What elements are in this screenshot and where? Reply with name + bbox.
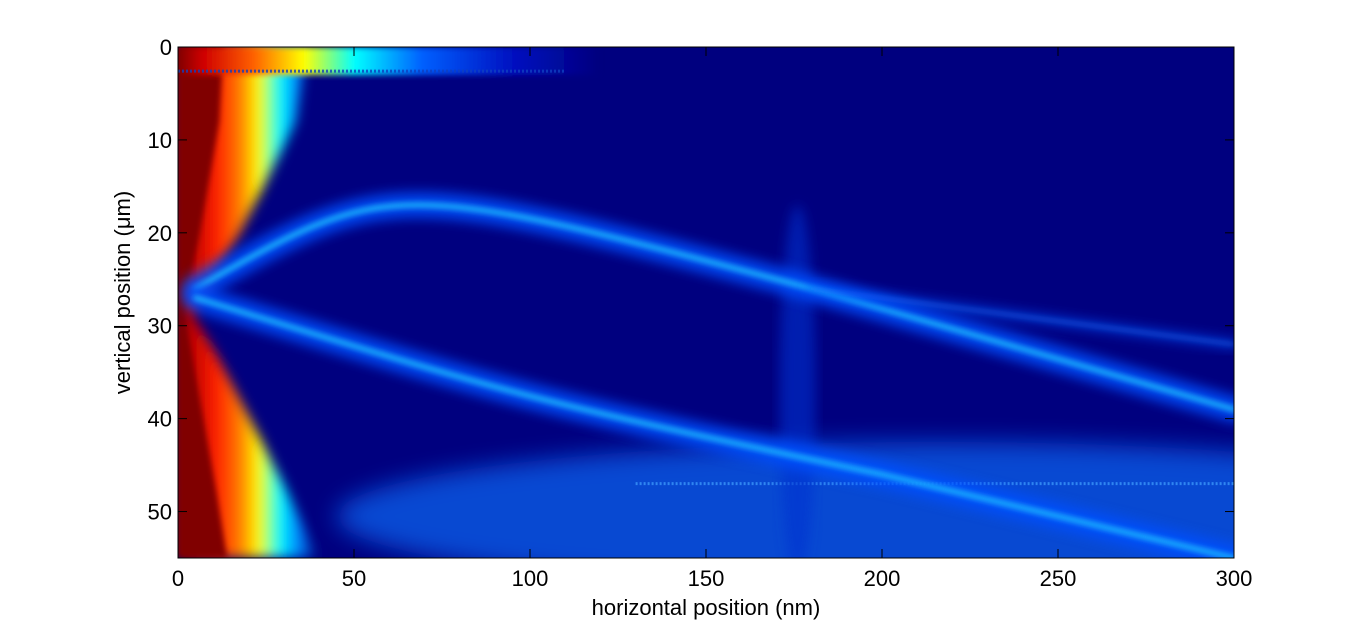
upper-branch-core [193, 202, 1234, 412]
x-tick-label: 100 [512, 566, 549, 591]
faint-branch [807, 284, 1234, 349]
x-tick-label: 50 [342, 566, 366, 591]
y-tick-label: 0 [160, 35, 172, 60]
y-tick-label: 10 [148, 128, 172, 153]
y-tick-label: 20 [148, 221, 172, 246]
upper-branch [182, 191, 1234, 423]
x-tick-label: 150 [688, 566, 725, 591]
y-tick-label: 30 [148, 314, 172, 339]
hot-band [178, 47, 318, 558]
x-axis-label: horizontal position (nm) [592, 595, 821, 620]
plot-area [178, 47, 1234, 558]
x-tick-label: 0 [172, 566, 184, 591]
x-tick-label: 250 [1040, 566, 1077, 591]
lower-branch-core [193, 295, 1234, 558]
vertical-wisp [779, 205, 816, 558]
x-tick-label: 200 [864, 566, 901, 591]
lower-branch [182, 284, 1234, 558]
faint-branch-core [810, 287, 1234, 346]
x-tick-label: 300 [1216, 566, 1253, 591]
x-axis: 0 50 100 150 200 250 300 [172, 47, 1252, 591]
y-tick-label: 40 [148, 407, 172, 432]
hot-core [178, 47, 227, 558]
y-axis-label: vertical position (μm) [110, 191, 135, 394]
y-axis: 0 10 20 30 40 50 [148, 35, 1234, 525]
y-tick-label: 50 [148, 500, 172, 525]
